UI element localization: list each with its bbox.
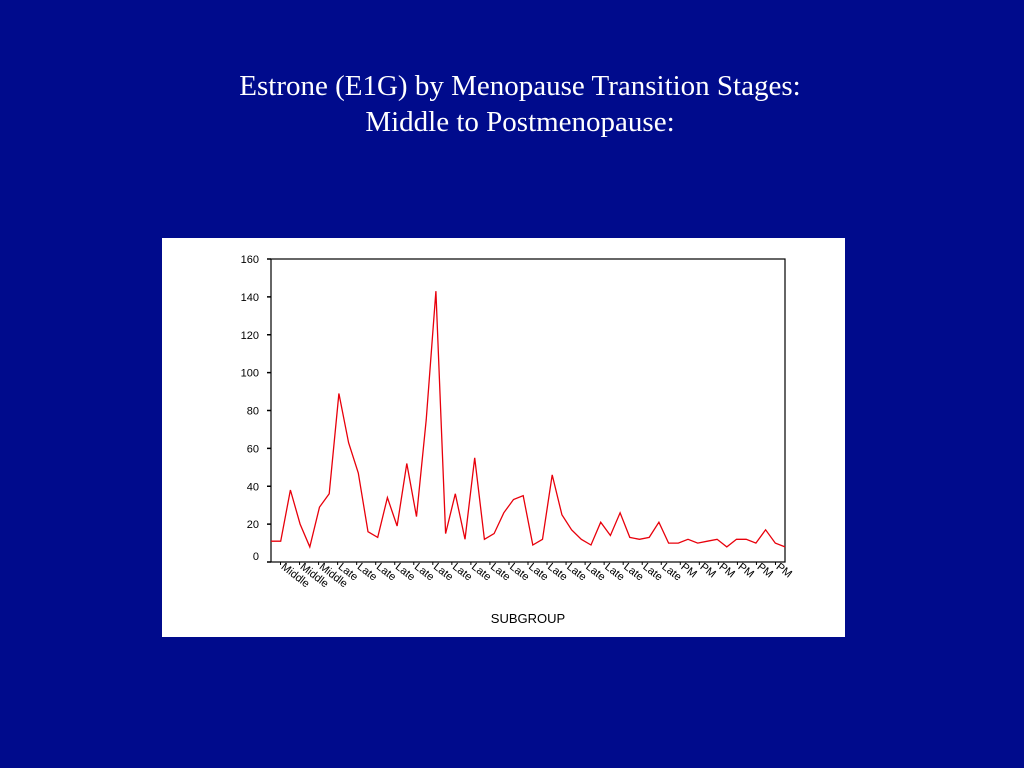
plot-frame bbox=[270, 258, 786, 563]
x-tick-label: PM bbox=[774, 561, 794, 581]
y-tick-label: 20 bbox=[247, 519, 259, 531]
x-axis: MiddleMiddleMiddleLateLateLateLateLateLa… bbox=[279, 561, 794, 590]
slide-title-line-2: Middle to Postmenopause: bbox=[365, 106, 675, 138]
y-tick-label: 160 bbox=[241, 254, 259, 266]
x-tick-label: PM bbox=[755, 561, 775, 581]
y-tick-label: 80 bbox=[247, 406, 259, 418]
series-line bbox=[271, 291, 786, 549]
x-tick-label: PM bbox=[736, 561, 756, 581]
y-tick-label: 100 bbox=[241, 368, 259, 380]
chart-panel: 0 20 40 60 80 100 120 140 160 Middle Middle Middle… bbox=[162, 238, 845, 637]
x-axis-title: SUBGROUP bbox=[491, 611, 565, 626]
y-tick-label: 40 bbox=[247, 481, 259, 493]
y-tick-label: 120 bbox=[241, 330, 259, 342]
x-tick-label: PM bbox=[678, 561, 698, 581]
y-tick-label: 60 bbox=[247, 443, 259, 455]
slide-title-line-1: Estrone (E1G) by Menopause Transition St… bbox=[239, 70, 801, 102]
y-tick-label: 0 bbox=[253, 551, 259, 563]
slide-title: Estrone (E1G) by Menopause Transition St… bbox=[0, 68, 1024, 140]
y-tick-label: 140 bbox=[241, 292, 259, 304]
y-axis: 0 20 40 60 80 100 120 140 160 bbox=[241, 254, 271, 563]
x-tick-label: PM bbox=[697, 561, 717, 581]
line-chart: 0 20 40 60 80 100 120 140 160 MiddleMiddleMiddle… bbox=[241, 254, 794, 626]
x-tick-label: PM bbox=[717, 561, 737, 581]
